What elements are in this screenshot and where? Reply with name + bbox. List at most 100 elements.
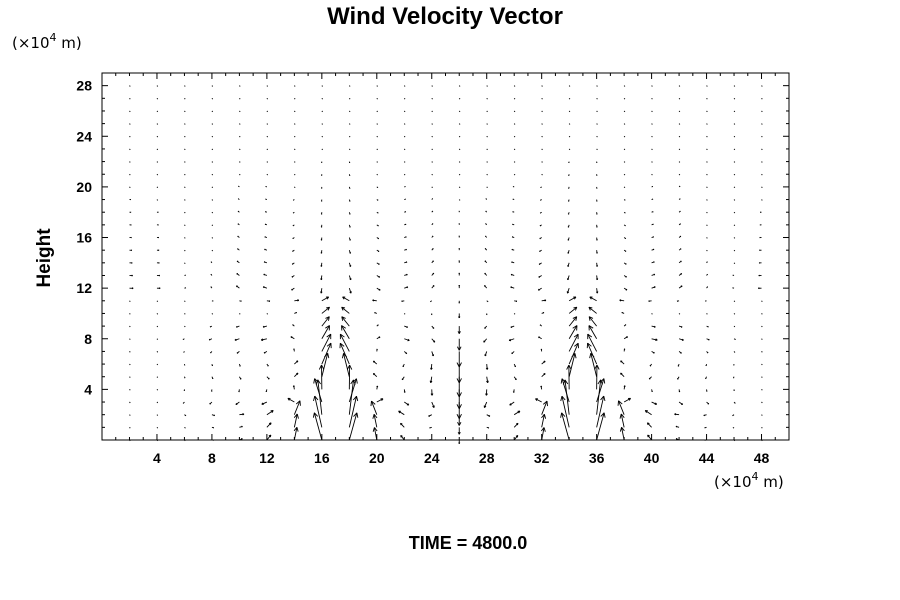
vector-arrow bbox=[239, 413, 245, 416]
vector-arrow bbox=[458, 313, 461, 319]
vector-arrow bbox=[431, 401, 435, 408]
vector-arrow bbox=[211, 224, 214, 227]
vector-arrow bbox=[541, 123, 543, 125]
vector-arrow bbox=[733, 249, 736, 252]
vector-arrow bbox=[486, 376, 489, 384]
vector-arrow bbox=[156, 85, 159, 87]
vector-arrow bbox=[758, 287, 762, 290]
vector-arrow bbox=[540, 348, 543, 352]
x-tick-label: 48 bbox=[754, 450, 770, 466]
vector-arrow bbox=[376, 186, 379, 189]
vector-arrow bbox=[236, 325, 240, 328]
y-tick-label: 16 bbox=[76, 230, 92, 246]
vector-arrow bbox=[129, 224, 132, 226]
vector-arrow bbox=[510, 286, 515, 289]
vector-arrow bbox=[429, 438, 432, 441]
vector-arrow bbox=[733, 161, 736, 163]
vector-arrow bbox=[376, 249, 380, 252]
vector-arrow bbox=[587, 333, 598, 352]
vector-arrow bbox=[759, 224, 762, 226]
vector-arrow bbox=[733, 401, 736, 404]
vector-arrow bbox=[294, 311, 298, 314]
vector-arrow bbox=[264, 223, 268, 226]
vector-arrow bbox=[539, 211, 542, 214]
vector-arrow bbox=[567, 237, 570, 241]
vector-arrow bbox=[239, 110, 241, 113]
vector-arrow bbox=[513, 313, 516, 315]
vector-arrow bbox=[510, 325, 515, 328]
vector-arrow bbox=[321, 306, 330, 314]
vector-arrow bbox=[485, 223, 488, 226]
vector-arrow bbox=[129, 110, 131, 113]
vector-arrow bbox=[486, 426, 490, 429]
vector-arrow bbox=[266, 434, 272, 441]
vector-arrow bbox=[348, 174, 351, 176]
vector-arrow bbox=[211, 97, 214, 100]
vector-arrow bbox=[651, 351, 655, 354]
vector-arrow bbox=[733, 123, 736, 125]
vector-arrow bbox=[129, 363, 131, 366]
vector-arrow bbox=[457, 338, 462, 351]
vector-arrow bbox=[348, 412, 359, 441]
vector-arrow bbox=[512, 211, 515, 213]
vector-arrow bbox=[733, 338, 736, 340]
vector-arrow bbox=[404, 236, 407, 238]
vector-arrow bbox=[156, 313, 159, 315]
vector-arrow bbox=[294, 161, 296, 163]
vector-arrow bbox=[678, 97, 681, 100]
vector-arrow bbox=[513, 376, 517, 381]
vector-arrow bbox=[341, 306, 350, 314]
vector-arrow bbox=[758, 274, 762, 277]
vector-arrow bbox=[458, 135, 461, 138]
vector-arrow bbox=[540, 186, 542, 189]
vector-arrow bbox=[541, 173, 543, 176]
vector-arrow bbox=[568, 97, 571, 100]
vector-arrow bbox=[348, 199, 351, 202]
vector-arrow bbox=[184, 426, 186, 429]
vector-arrow bbox=[513, 161, 516, 163]
y-tick-label: 24 bbox=[76, 128, 92, 144]
vector-arrow bbox=[678, 248, 682, 251]
vector-arrow bbox=[541, 97, 543, 100]
vector-arrows bbox=[129, 85, 763, 444]
vector-arrow bbox=[541, 135, 543, 138]
vector-arrow bbox=[321, 135, 323, 138]
vector-arrow bbox=[623, 324, 627, 327]
vector-arrow bbox=[623, 97, 626, 100]
vector-arrow bbox=[486, 148, 488, 151]
vector-arrow bbox=[733, 313, 736, 315]
vector-arrow bbox=[431, 161, 433, 163]
vector-arrow bbox=[376, 211, 379, 214]
vector-arrow bbox=[129, 426, 131, 429]
vector-arrow bbox=[266, 135, 269, 138]
vector-arrow bbox=[263, 351, 268, 354]
vector-arrow bbox=[706, 249, 708, 252]
y-tick-labels: 4 8 12 16 20 24 28 bbox=[76, 78, 92, 398]
vector-arrow bbox=[567, 224, 570, 228]
vector-arrow bbox=[596, 262, 599, 267]
vector-arrow bbox=[321, 316, 330, 327]
vector-arrow bbox=[239, 148, 241, 151]
vector-arrow bbox=[129, 338, 131, 340]
y-axis-label: Height bbox=[34, 228, 55, 288]
vector-arrow bbox=[541, 110, 543, 113]
vector-arrow bbox=[129, 325, 131, 328]
vector-arrow bbox=[458, 97, 461, 100]
vector-arrow bbox=[156, 376, 159, 378]
vector-arrow bbox=[511, 351, 515, 355]
vector-arrow bbox=[761, 186, 763, 189]
vector-arrow bbox=[348, 186, 351, 189]
vector-arrow bbox=[376, 385, 379, 390]
vector-arrow bbox=[644, 410, 652, 416]
vector-arrow bbox=[404, 211, 407, 213]
vector-arrow bbox=[560, 412, 570, 441]
vector-arrow bbox=[211, 148, 214, 151]
vector-arrow bbox=[703, 414, 707, 417]
vector-arrow bbox=[239, 97, 241, 100]
vector-arrow bbox=[704, 439, 707, 441]
vector-arrow bbox=[348, 212, 351, 215]
vector-arrow bbox=[129, 389, 131, 391]
vector-arrow bbox=[431, 285, 435, 289]
vector-arrow bbox=[678, 148, 681, 151]
vector-arrow bbox=[620, 372, 625, 378]
